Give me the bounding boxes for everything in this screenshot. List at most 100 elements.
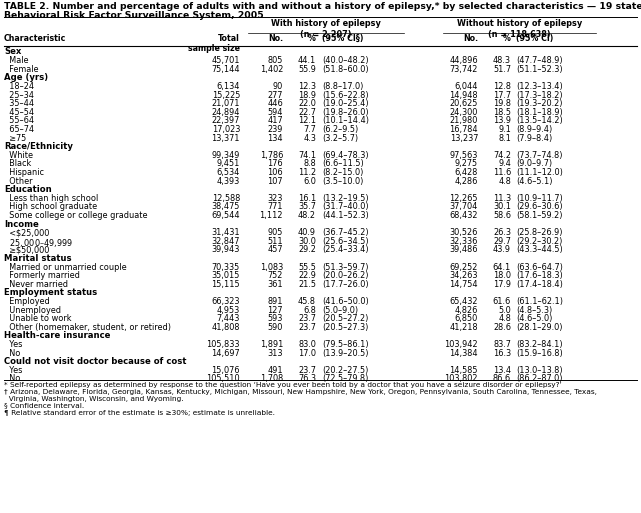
Text: (72.5–79.8): (72.5–79.8)	[322, 374, 369, 383]
Text: 176: 176	[267, 160, 283, 168]
Text: (29.6–30.6): (29.6–30.6)	[516, 202, 563, 211]
Text: (13.2–19.5): (13.2–19.5)	[322, 194, 369, 203]
Text: (69.4–78.3): (69.4–78.3)	[322, 151, 369, 160]
Text: Total
sample size: Total sample size	[188, 34, 240, 53]
Text: 14,585: 14,585	[449, 366, 478, 374]
Text: 58.6: 58.6	[493, 211, 511, 220]
Text: 16,784: 16,784	[449, 125, 478, 134]
Text: 14,948: 14,948	[449, 90, 478, 100]
Text: ≥75: ≥75	[4, 133, 26, 143]
Text: 4.8: 4.8	[498, 176, 511, 186]
Text: 99,349: 99,349	[212, 151, 240, 160]
Text: 17.9: 17.9	[493, 280, 511, 289]
Text: 38,475: 38,475	[212, 202, 240, 211]
Text: 69,544: 69,544	[212, 211, 240, 220]
Text: (29.2–30.2): (29.2–30.2)	[516, 236, 562, 246]
Text: † Arizona, Delaware, Florida, Georgia, Kansas, Kentucky, Michigan, Missouri, New: † Arizona, Delaware, Florida, Georgia, K…	[4, 389, 597, 395]
Text: $25,000–$49,999: $25,000–$49,999	[4, 236, 73, 249]
Text: 22.0: 22.0	[298, 99, 316, 108]
Text: (44.1–52.3): (44.1–52.3)	[322, 211, 369, 220]
Text: (15.6–22.8): (15.6–22.8)	[322, 90, 369, 100]
Text: (11.1–12.0): (11.1–12.0)	[516, 168, 563, 177]
Text: (20.0–26.2): (20.0–26.2)	[322, 271, 369, 280]
Text: (12.3–13.4): (12.3–13.4)	[516, 82, 563, 91]
Text: 361: 361	[267, 280, 283, 289]
Text: (6.2–9.5): (6.2–9.5)	[322, 125, 358, 134]
Text: 41,218: 41,218	[449, 323, 478, 332]
Text: (47.7–48.9): (47.7–48.9)	[516, 56, 563, 65]
Text: 14,697: 14,697	[212, 348, 240, 358]
Text: 6,428: 6,428	[454, 168, 478, 177]
Text: 4.3: 4.3	[303, 133, 316, 143]
Text: 76.3: 76.3	[298, 374, 316, 383]
Text: (43.3–44.5): (43.3–44.5)	[516, 245, 563, 254]
Text: Marital status: Marital status	[4, 254, 72, 263]
Text: (20.2–27.5): (20.2–27.5)	[322, 366, 369, 374]
Text: (17.3–18.2): (17.3–18.2)	[516, 90, 563, 100]
Text: 13,371: 13,371	[212, 133, 240, 143]
Text: (36.7–45.2): (36.7–45.2)	[322, 228, 369, 237]
Text: (51.8–60.0): (51.8–60.0)	[322, 65, 369, 74]
Text: 594: 594	[267, 108, 283, 116]
Text: 12,265: 12,265	[449, 194, 478, 203]
Text: (4.6–5.0): (4.6–5.0)	[516, 314, 553, 323]
Text: 8.1: 8.1	[498, 133, 511, 143]
Text: 11.3: 11.3	[493, 194, 511, 203]
Text: 457: 457	[267, 245, 283, 254]
Text: 12,588: 12,588	[212, 194, 240, 203]
Text: Employment status: Employment status	[4, 288, 97, 298]
Text: 45,701: 45,701	[212, 56, 240, 65]
Text: 15,225: 15,225	[212, 90, 240, 100]
Text: 20,625: 20,625	[449, 99, 478, 108]
Text: (51.3–59.7): (51.3–59.7)	[322, 263, 369, 271]
Text: Married or unmarried couple: Married or unmarried couple	[4, 263, 127, 271]
Text: 1,112: 1,112	[260, 211, 283, 220]
Text: (95% CI§): (95% CI§)	[322, 34, 363, 43]
Text: 41,808: 41,808	[212, 323, 240, 332]
Text: 73,742: 73,742	[449, 65, 478, 74]
Text: * Self-reported epilepsy as determined by response to the question ‘Have you eve: * Self-reported epilepsy as determined b…	[4, 382, 562, 388]
Text: 24,894: 24,894	[212, 108, 240, 116]
Text: Other (homemaker, student, or retired): Other (homemaker, student, or retired)	[4, 323, 171, 332]
Text: 4.8: 4.8	[498, 314, 511, 323]
Text: 313: 313	[267, 348, 283, 358]
Text: (95% CI): (95% CI)	[516, 34, 553, 43]
Text: 7.7: 7.7	[303, 125, 316, 134]
Text: 6,534: 6,534	[217, 168, 240, 177]
Text: (10.9–11.7): (10.9–11.7)	[516, 194, 563, 203]
Text: 127: 127	[267, 306, 283, 314]
Text: (3.2–5.7): (3.2–5.7)	[322, 133, 358, 143]
Text: 17.0: 17.0	[298, 348, 316, 358]
Text: No.: No.	[463, 34, 478, 43]
Text: Yes: Yes	[4, 340, 22, 349]
Text: 511: 511	[267, 236, 283, 246]
Text: 40.9: 40.9	[298, 228, 316, 237]
Text: 593: 593	[268, 314, 283, 323]
Text: 48.2: 48.2	[298, 211, 316, 220]
Text: 13.4: 13.4	[493, 366, 511, 374]
Text: (40.0–48.2): (40.0–48.2)	[322, 56, 369, 65]
Text: 34,263: 34,263	[449, 271, 478, 280]
Text: 1,402: 1,402	[260, 65, 283, 74]
Text: (20.5–27.3): (20.5–27.3)	[322, 323, 369, 332]
Text: 74.2: 74.2	[493, 151, 511, 160]
Text: 23.7: 23.7	[298, 323, 316, 332]
Text: 37,704: 37,704	[449, 202, 478, 211]
Text: 39,943: 39,943	[212, 245, 240, 254]
Text: 32,336: 32,336	[449, 236, 478, 246]
Text: (18.1–18.9): (18.1–18.9)	[516, 108, 563, 116]
Text: 14,754: 14,754	[449, 280, 478, 289]
Text: (6.6–11.5): (6.6–11.5)	[322, 160, 363, 168]
Text: TABLE 2. Number and percentage of adults with and without a history of epilepsy,: TABLE 2. Number and percentage of adults…	[4, 2, 641, 11]
Text: 105,510: 105,510	[206, 374, 240, 383]
Text: 6.0: 6.0	[303, 176, 316, 186]
Text: Characteristic: Characteristic	[4, 34, 67, 43]
Text: 16.3: 16.3	[493, 348, 511, 358]
Text: (4.6–5.1): (4.6–5.1)	[516, 176, 553, 186]
Text: No: No	[4, 348, 21, 358]
Text: 83.7: 83.7	[493, 340, 511, 349]
Text: (79.5–86.1): (79.5–86.1)	[322, 340, 369, 349]
Text: (83.2–84.1): (83.2–84.1)	[516, 340, 563, 349]
Text: 21,071: 21,071	[212, 99, 240, 108]
Text: 9.4: 9.4	[498, 160, 511, 168]
